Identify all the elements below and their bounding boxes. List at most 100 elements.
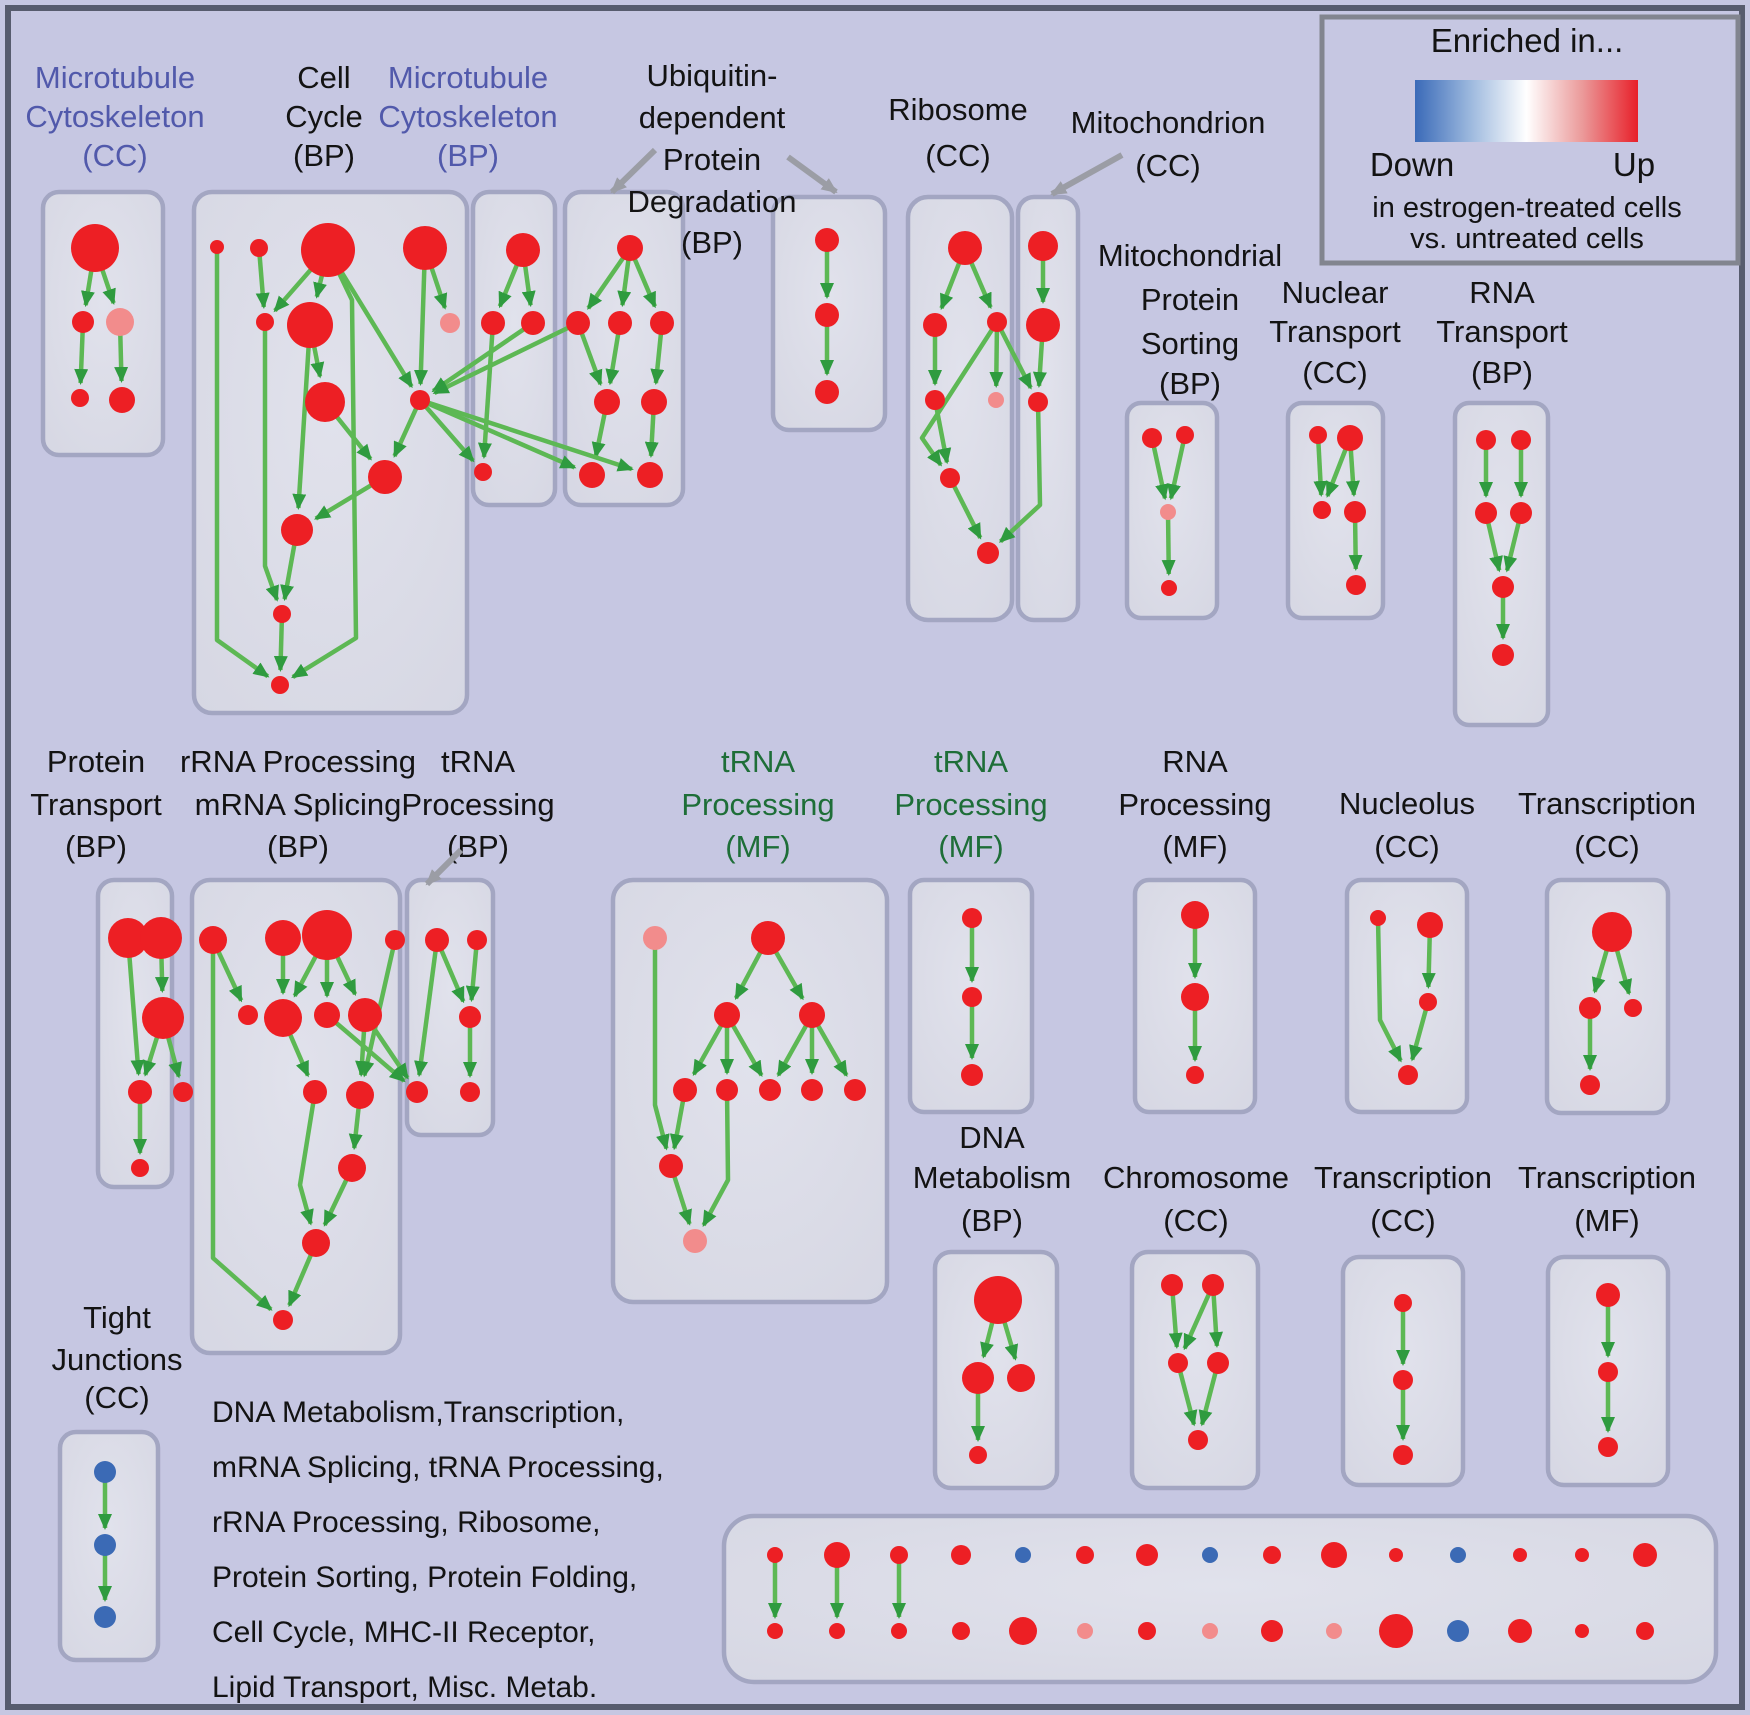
- go-term-node: [1007, 1364, 1035, 1392]
- go-term-node: [801, 1079, 823, 1101]
- go-term-node: [459, 1006, 481, 1028]
- cluster-label-trna-processing-bp: tRNA: [441, 744, 515, 779]
- go-term-node: [637, 462, 663, 488]
- go-term-edge-arrow: [932, 399, 952, 465]
- go-term-node: [1321, 1542, 1347, 1568]
- figure-border: [5, 5, 1745, 1710]
- cluster-label-ubiquitin-dependent-protein-degradation-bp: Degradation: [628, 184, 797, 219]
- note-line: Lipid Transport, Misc. Metab.: [212, 1671, 597, 1704]
- go-term-edge-arrow: [291, 249, 359, 680]
- cluster-label-nucleolus-cc: (CC): [1374, 829, 1439, 864]
- go-term-edge-arrow: [432, 320, 579, 396]
- cluster-label-microtubule-cytoskeleton-cc: (CC): [82, 138, 147, 173]
- go-term-node: [521, 311, 545, 335]
- go-term-edge-arrow: [419, 397, 577, 470]
- cluster-label-cell-cycle-bp: (BP): [293, 138, 355, 173]
- go-term-node: [659, 1154, 683, 1178]
- cluster-label-dna-metabolism-bp: (BP): [961, 1203, 1023, 1238]
- cluster-label-protein-transport-bp: Transport: [30, 787, 162, 822]
- note-line: rRNA Processing, Ribosome,: [212, 1506, 600, 1539]
- go-term-edge-arrow: [1313, 434, 1328, 497]
- cluster-label-dna-metabolism-bp: DNA: [959, 1120, 1025, 1155]
- go-term-node: [1513, 1548, 1527, 1562]
- go-term-node: [767, 1623, 783, 1639]
- cluster-box-mitochondrion-cc: [1015, 194, 1081, 623]
- go-term-node: [1313, 501, 1331, 519]
- go-term-node: [962, 1362, 994, 1394]
- legend-color-gradient-bar: [1415, 80, 1638, 142]
- cluster-label-microtubule-cytoskeleton-bp: Microtubule: [388, 60, 548, 95]
- go-term-node: [173, 1082, 193, 1102]
- go-term-node: [890, 1546, 908, 1564]
- go-term-node: [210, 240, 224, 254]
- go-term-node: [1450, 1547, 1466, 1563]
- go-term-node: [368, 460, 402, 494]
- go-term-node: [673, 1078, 697, 1102]
- go-term-edge-arrow: [1182, 1284, 1216, 1351]
- cluster-label-trna-processing-mf-large: tRNA: [721, 744, 795, 779]
- go-term-node: [1636, 1622, 1654, 1640]
- legend-title: Enriched in...: [1431, 22, 1624, 59]
- go-term-node: [1389, 1548, 1403, 1562]
- cluster-label-rrna-processing-mrna-splicing-bp: (BP): [267, 829, 329, 864]
- go-term-node: [925, 390, 945, 410]
- label-pointer-arrow: [786, 154, 838, 195]
- go-term-edge-arrow: [431, 321, 535, 393]
- go-term-node: [815, 303, 839, 327]
- go-term-node: [799, 1002, 825, 1028]
- cluster-label-nuclear-transport-cc: Nuclear: [1282, 275, 1389, 310]
- go-term-node: [1419, 993, 1437, 1011]
- cluster-box-transcription-cc-mid: [1544, 877, 1671, 1116]
- go-term-node: [314, 1002, 340, 1028]
- go-term-node: [641, 389, 667, 415]
- cluster-label-ubiquitin-dependent-protein-degradation-bp: Ubiquitin-: [647, 58, 778, 93]
- go-term-node: [1161, 1274, 1183, 1296]
- go-term-node: [594, 389, 620, 415]
- cluster-label-transcription-cc-bottom: (CC): [1370, 1203, 1435, 1238]
- cluster-label-trna-processing-mf-small: Processing: [894, 787, 1047, 822]
- note-line: Protein Sorting, Protein Folding,: [212, 1561, 637, 1594]
- go-term-edge-arrow: [998, 401, 1043, 544]
- cluster-label-trna-processing-mf-large: (MF): [725, 829, 790, 864]
- go-term-node: [140, 917, 182, 959]
- go-term-node: [714, 1002, 740, 1028]
- go-term-node: [1492, 644, 1514, 666]
- go-term-node: [1176, 426, 1194, 444]
- go-term-edge-arrow: [1167, 434, 1188, 501]
- go-term-node: [1181, 983, 1209, 1011]
- go-term-node: [1138, 1622, 1156, 1640]
- cluster-label-mitochondrial-protein-sorting-bp: (BP): [1159, 366, 1221, 401]
- go-term-node: [1337, 425, 1363, 451]
- go-term-node: [1633, 1543, 1657, 1567]
- go-term-edge-arrow: [701, 1089, 731, 1227]
- cluster-label-mitochondrial-protein-sorting-bp: Protein: [1141, 282, 1239, 317]
- go-term-node: [767, 1547, 783, 1563]
- go-term-node: [1417, 912, 1443, 938]
- go-term-edge-arrow: [419, 397, 634, 472]
- go-term-node: [1188, 1430, 1208, 1450]
- go-term-edge-arrow: [1409, 1001, 1431, 1062]
- go-term-node: [273, 605, 291, 623]
- legend-subtitle-line2: vs. untreated cells: [1410, 223, 1644, 255]
- cluster-label-trna-processing-mf-small: tRNA: [934, 744, 1008, 779]
- go-term-node: [961, 1064, 983, 1086]
- go-term-node: [829, 1623, 845, 1639]
- go-term-node: [940, 468, 960, 488]
- go-term-node: [1263, 1546, 1281, 1564]
- cluster-label-trna-processing-mf-large: Processing: [681, 787, 834, 822]
- go-term-node: [974, 1276, 1022, 1324]
- go-term-node: [1076, 1546, 1094, 1564]
- go-term-node: [1379, 1614, 1413, 1648]
- go-term-edge-arrow: [652, 938, 670, 1151]
- cluster-label-transcription-mf: Transcription: [1518, 1160, 1696, 1195]
- go-term-node: [460, 1082, 480, 1102]
- cluster-label-rrna-processing-mrna-splicing-bp: rRNA Processing: [180, 744, 416, 779]
- cluster-label-rna-processing-mf: RNA: [1162, 744, 1228, 779]
- go-term-node: [1202, 1547, 1218, 1563]
- go-term-node: [425, 928, 449, 952]
- note-line: mRNA Splicing, tRNA Processing,: [212, 1451, 664, 1484]
- go-term-node: [1181, 901, 1209, 929]
- go-term-node: [303, 1080, 327, 1104]
- go-term-edge-arrow: [210, 940, 273, 1312]
- go-term-node: [128, 1080, 152, 1104]
